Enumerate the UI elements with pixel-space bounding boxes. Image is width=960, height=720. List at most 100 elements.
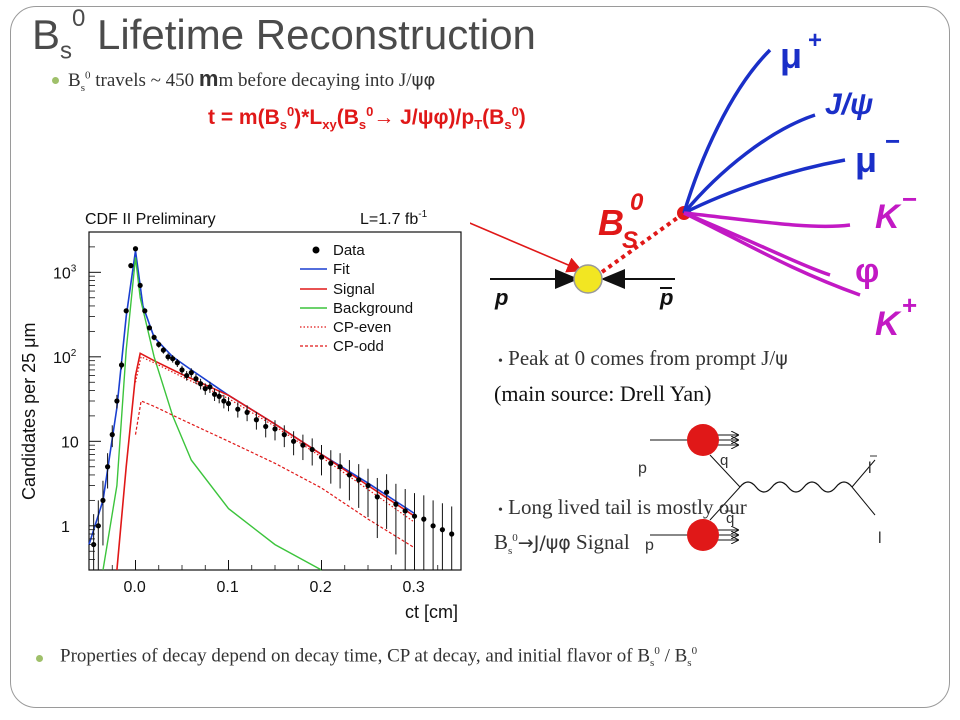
svg-text:p: p: [645, 537, 654, 554]
y-axis-label: Candidates per 25 μm: [19, 323, 39, 500]
proton-blob-top: [687, 424, 719, 456]
bullet-peak-prompt: • Peak at 0 comes from prompt J/ψ: [498, 346, 788, 370]
data-point: [151, 334, 157, 340]
lifetime-chart: CDF II Preliminary L=1.7 fb-1 0.0 0.1 0.2 0…: [19, 209, 462, 622]
proton-blob-bottom: [687, 519, 719, 551]
data-point: [216, 393, 222, 400]
data-point: [393, 501, 399, 507]
data-point: [221, 398, 227, 404]
slide-frame: [10, 6, 950, 708]
data-point: [263, 423, 269, 430]
data-point: [337, 464, 343, 470]
data-point: [188, 370, 194, 376]
pointer-arrow: [470, 222, 583, 273]
data-point: [118, 362, 125, 368]
data-point: [198, 381, 204, 387]
data-point: [211, 391, 218, 397]
data-point: [374, 494, 380, 500]
data-point: [137, 282, 143, 289]
proton-label: p: [494, 285, 508, 310]
bullet-marker: [52, 77, 59, 84]
legend-background: Background: [333, 300, 413, 317]
data-point: [146, 325, 153, 331]
data-point: [225, 400, 232, 407]
x-axis-label: ct [cm]: [405, 602, 458, 622]
bullet-drell-yan: (main source: Drell Yan): [494, 381, 712, 406]
y-tick-label: 102: [53, 348, 77, 367]
data-point: [253, 417, 259, 423]
data-point: [449, 531, 455, 537]
x-tick-label: 0.0: [124, 579, 146, 596]
slide-title: Bs0 Lifetime Reconstruction: [32, 5, 536, 65]
svg-text:+: +: [808, 27, 822, 54]
drell-yan-diagram: p p q q l l: [638, 424, 882, 554]
data-point: [402, 508, 408, 514]
bullet-travel-distance: Bs0 travels ~ 450 mm before decaying int…: [68, 66, 436, 94]
data-point: [439, 527, 445, 533]
chart-title: CDF II Preliminary: [85, 211, 216, 228]
data-point: [165, 354, 171, 360]
svg-text:p: p: [638, 460, 647, 477]
decay-diagram: μ + J/ψ μ − B S 0 K − φ K + p p: [470, 27, 917, 343]
y-tick-label: 1: [61, 519, 70, 536]
legend-data: Data: [333, 242, 365, 259]
bullet-properties: Properties of decay depend on decay time…: [60, 645, 698, 670]
svg-text:l: l: [878, 530, 882, 547]
legend-cp-even: CP-even: [333, 319, 391, 336]
data-point: [244, 409, 250, 415]
jpsi-label: J/ψ: [825, 88, 873, 121]
svg-text:0: 0: [630, 189, 644, 216]
data-point: [184, 372, 190, 379]
bullet-signal-channel: Bs0→J/ψφ Signal: [494, 530, 630, 558]
series-background: [102, 257, 322, 571]
data-point: [179, 367, 185, 373]
data-point: [100, 497, 106, 503]
data-point: [328, 460, 334, 466]
collision-point: [573, 264, 603, 294]
svg-text:−: −: [902, 184, 917, 214]
k-minus-label: K: [875, 198, 902, 236]
x-tick-label: 0.1: [217, 579, 239, 596]
svg-text:S: S: [622, 227, 638, 254]
legend-signal: Signal: [333, 281, 375, 298]
antiproton-label: p: [659, 285, 673, 310]
chart-luminosity: L=1.7 fb-1: [360, 209, 428, 228]
data-point: [174, 360, 180, 366]
data-point: [142, 308, 148, 314]
data-point: [309, 446, 315, 453]
y-tick-label: 103: [53, 263, 77, 282]
svg-text:+: +: [902, 290, 917, 320]
svg-text:l: l: [868, 460, 872, 477]
data-point: [318, 454, 325, 460]
data-point: [365, 482, 371, 489]
data-point: [291, 438, 297, 444]
x-tick-label: 0.2: [310, 579, 332, 596]
data-point: [202, 386, 208, 392]
data-point: [356, 477, 362, 483]
data-point: [132, 246, 139, 252]
k-minus-track: [683, 211, 851, 229]
data-point: [114, 398, 120, 404]
data-point: [109, 432, 115, 438]
legend-cp-odd: CP-odd: [333, 338, 384, 355]
data-point: [411, 513, 418, 519]
svg-text:q: q: [726, 510, 734, 527]
data-point: [105, 464, 111, 470]
mu-plus-label: μ: [780, 35, 802, 76]
data-point: [346, 472, 352, 478]
data-point: [421, 516, 427, 522]
virtual-photon: [739, 481, 853, 493]
data-point: [207, 384, 213, 390]
data-point: [272, 426, 278, 432]
k-plus-track: [683, 211, 861, 297]
lifetime-formula: t = m(Bs0)*Lxy(Bs0→ J/ψφ)/pT(Bs0): [208, 104, 526, 133]
data-point: [300, 442, 306, 448]
data-point: [193, 376, 199, 382]
bullet-long-lived-tail: • Long lived tail is mostly our: [498, 495, 747, 519]
mu-minus-track: [683, 158, 846, 215]
mu-minus-label: μ: [855, 139, 877, 180]
bullet-marker: [36, 655, 43, 662]
y-tick-label: 10: [61, 434, 79, 451]
data-point: [128, 263, 134, 269]
bs-flight-path: [600, 214, 682, 274]
